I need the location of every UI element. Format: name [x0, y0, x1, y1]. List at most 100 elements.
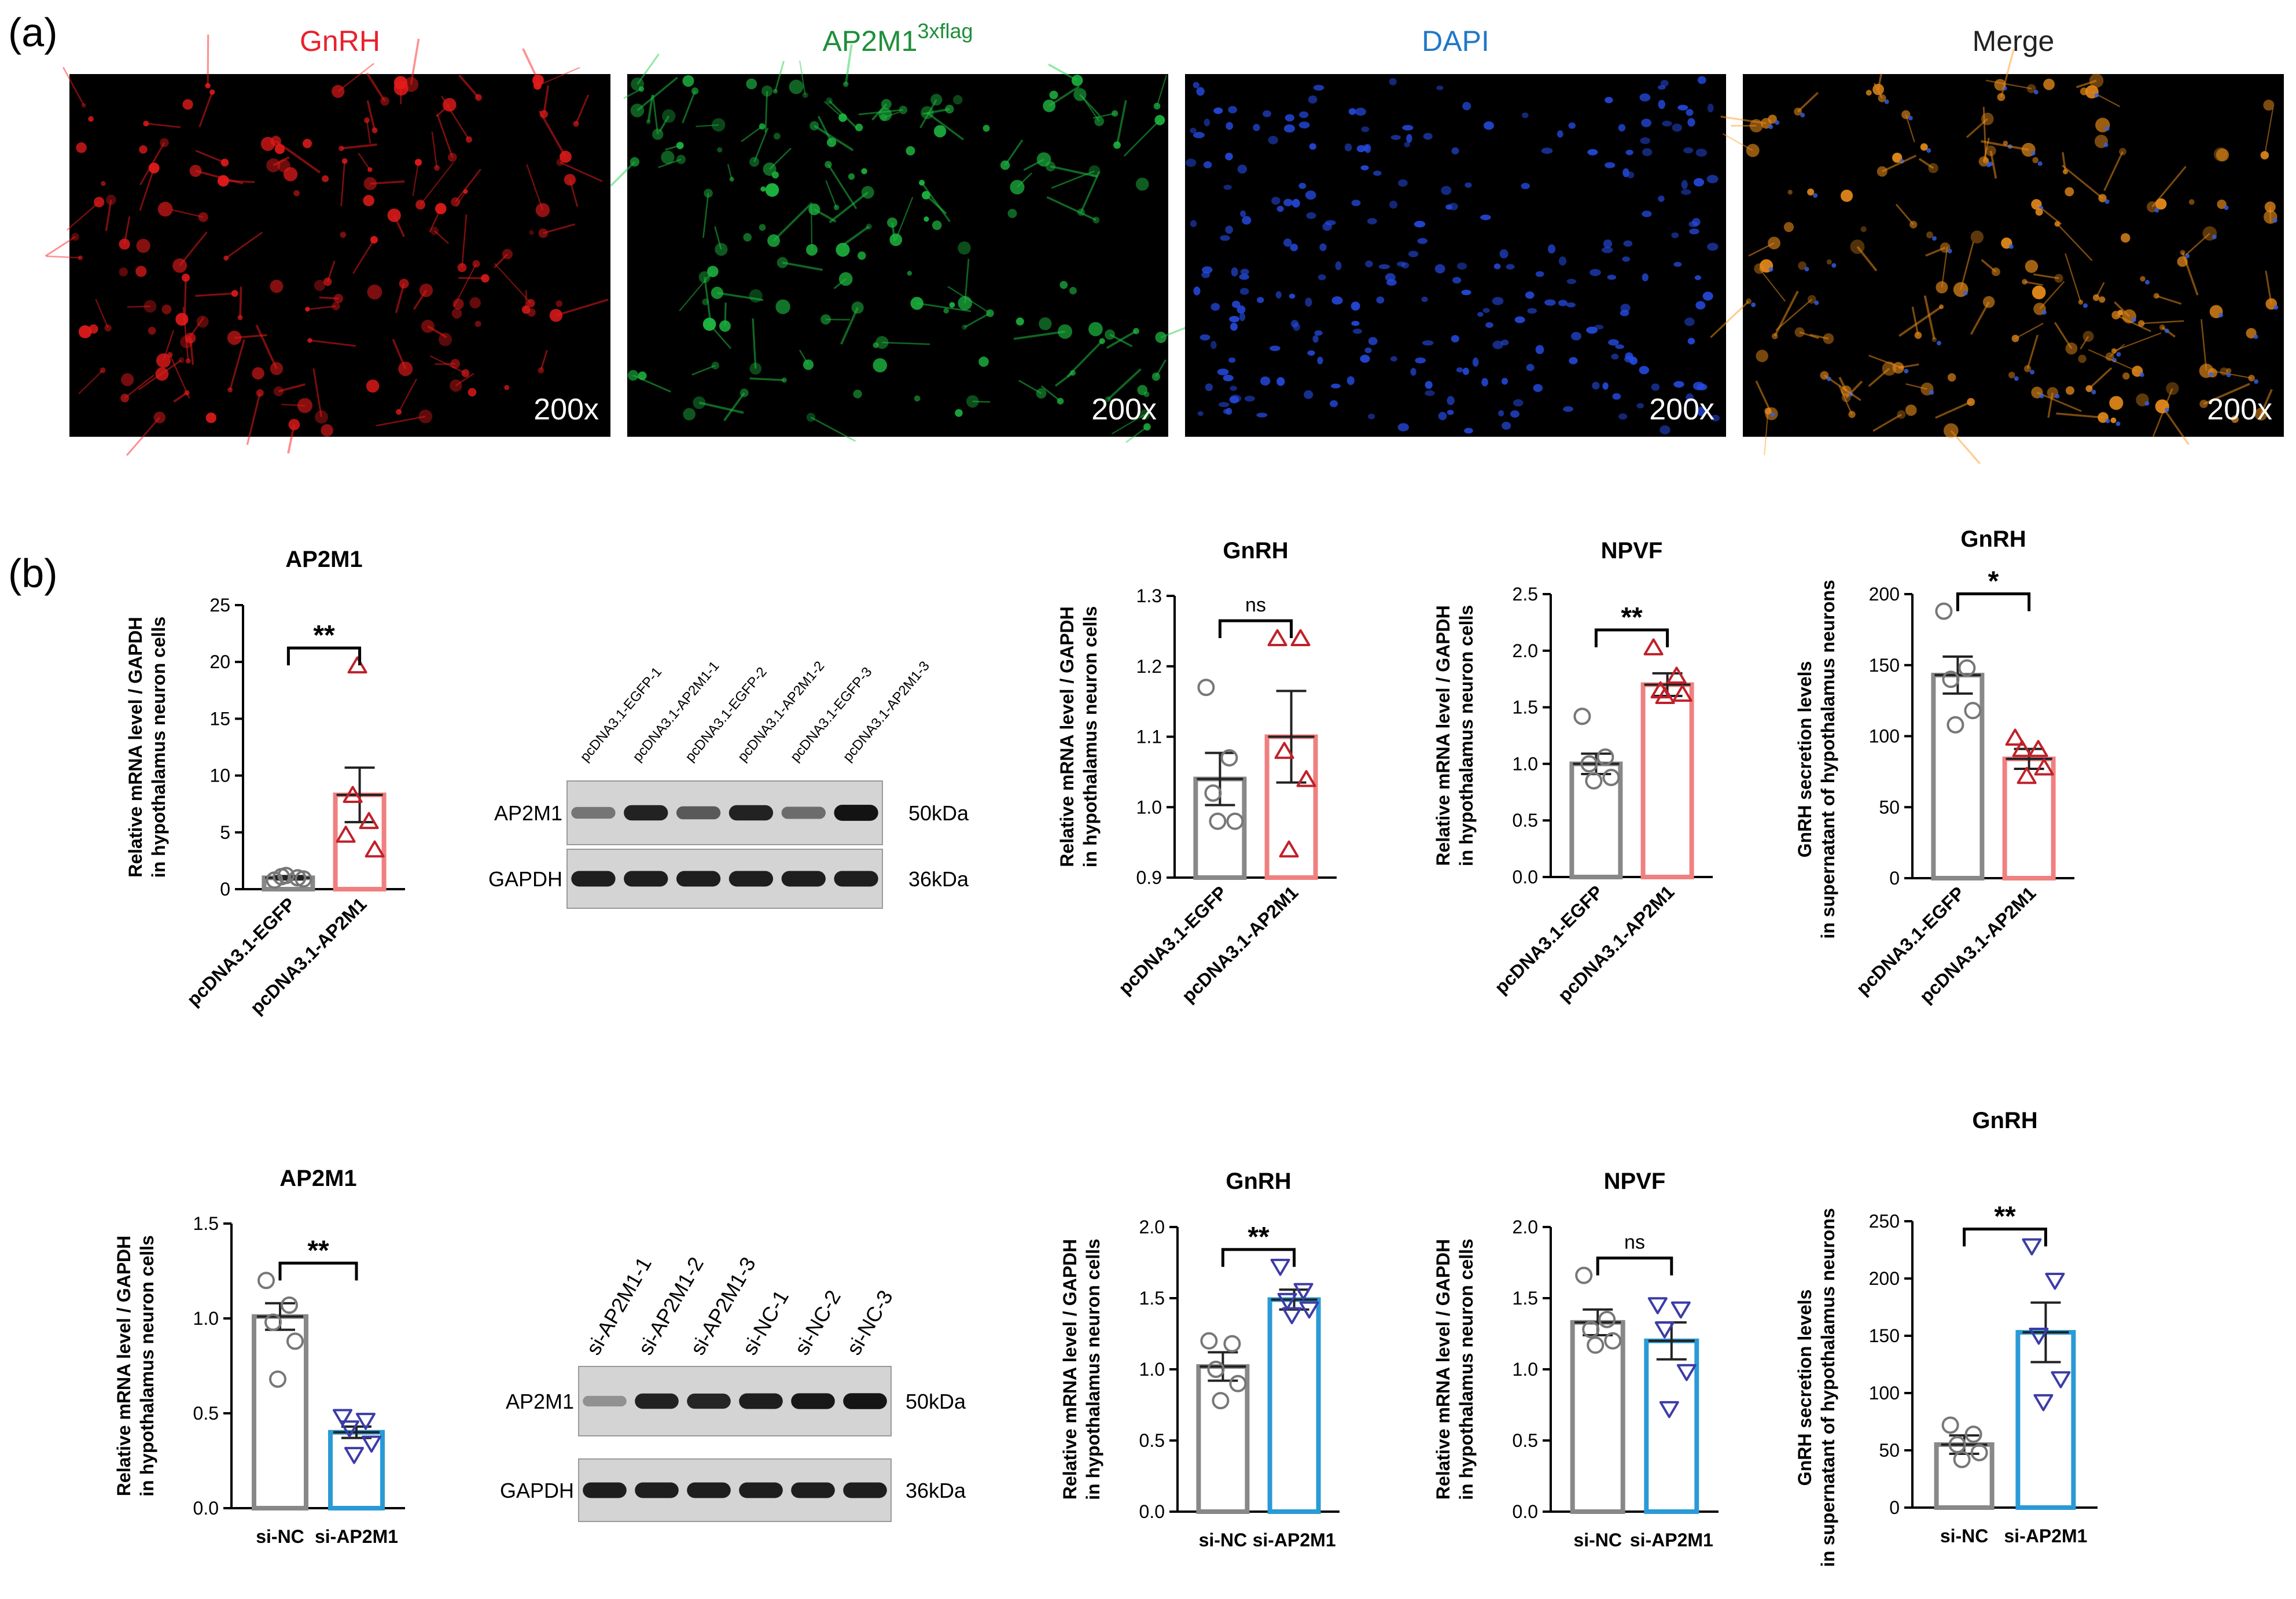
nucleus: [1364, 347, 1372, 353]
nucleus: [1677, 105, 1688, 110]
data-point: [1647, 1297, 1668, 1314]
cell-body: [853, 389, 862, 399]
blot-band: [834, 871, 878, 887]
cell-body: [2122, 372, 2130, 380]
neurite: [555, 299, 609, 316]
nucleus: [1492, 340, 1503, 349]
cell-body: [220, 159, 229, 167]
cell-body: [1909, 220, 1918, 229]
neurite: [393, 215, 406, 237]
cell-body: [559, 150, 572, 163]
neurite: [62, 67, 85, 106]
nucleus: [1641, 119, 1651, 127]
bar-chart-8: GnRH GnRH secretion levels in supernatant …: [1794, 1108, 2098, 1567]
y-tick-label: 1.2: [1136, 656, 1162, 677]
cell-body: [461, 369, 470, 377]
neurite: [195, 292, 235, 297]
nucleus: [1687, 337, 1695, 345]
cell-body: [676, 154, 686, 164]
cell-body: [682, 75, 694, 87]
cell-body: [538, 228, 548, 238]
data-point: [340, 1420, 359, 1438]
cell-body: [153, 411, 166, 423]
cell-body: [1099, 338, 1105, 344]
neurite: [2015, 323, 2044, 340]
neurite: [234, 334, 267, 339]
cell-body: [1153, 102, 1161, 110]
y-tick-label: 200: [1869, 1268, 1900, 1289]
cell-body: [2213, 147, 2228, 161]
cell-body: [698, 271, 711, 283]
cell-body: [1137, 385, 1148, 396]
nucleus: [1447, 410, 1454, 415]
neurite: [714, 226, 722, 250]
kda-label: 50kDa: [906, 1390, 966, 1413]
nucleus: [1367, 218, 1377, 224]
merge-nucleus: [1768, 124, 1773, 130]
cell-body: [2032, 285, 2046, 300]
blot-band: [728, 871, 774, 887]
neurite: [420, 162, 454, 205]
significance-marker: **: [1621, 602, 1643, 633]
neurite: [537, 67, 580, 87]
cell-body: [962, 324, 967, 330]
panel-a-label: (a): [8, 10, 58, 55]
neurite: [2115, 314, 2151, 333]
neurite: [623, 88, 642, 100]
nucleus: [1210, 341, 1217, 349]
cell-body: [157, 201, 173, 217]
channel-title: Merge: [1973, 25, 2055, 57]
nucleus: [1525, 291, 1535, 299]
cell-body: [2254, 407, 2268, 421]
nucleus: [1465, 182, 1472, 188]
nucleus: [1482, 308, 1490, 313]
nucleus: [1414, 220, 1426, 228]
y-tick-label: 2.0: [1513, 1217, 1538, 1237]
cell-body: [1939, 304, 1944, 310]
cell-body: [1860, 226, 1867, 233]
merge-nucleus: [2139, 372, 2144, 377]
neurite: [727, 164, 733, 180]
y-tick-label: 0.0: [1513, 867, 1538, 887]
cell-body: [767, 234, 780, 247]
nucleus: [1329, 400, 1338, 407]
nucleus: [1226, 121, 1234, 130]
bar-si-ap2m1: [1644, 1338, 1699, 1515]
y-tick-label: 0.0: [193, 1498, 219, 1519]
cell-body: [1991, 267, 2000, 277]
neurite: [392, 338, 407, 370]
y-tick-label: 2.0: [1139, 1217, 1165, 1237]
cell-body: [1897, 410, 1906, 419]
significance-marker: ns: [1245, 594, 1266, 616]
cell-body: [227, 387, 233, 393]
cell-body: [889, 233, 903, 246]
nucleus: [1397, 423, 1409, 432]
cell-body: [539, 110, 548, 119]
merge-nucleus: [1826, 376, 1831, 381]
neurite: [435, 104, 450, 117]
merge-nucleus: [2224, 205, 2229, 211]
nucleus: [1602, 382, 1609, 390]
data-point: [1655, 687, 1675, 705]
neurite: [455, 373, 474, 386]
merge-nucleus: [2030, 150, 2036, 156]
merge-nucleus: [2209, 371, 2214, 377]
merge-nucleus: [1929, 390, 1934, 395]
nucleus: [1477, 312, 1484, 317]
merge-nucleus: [2254, 379, 2259, 384]
nucleus: [1404, 142, 1410, 148]
data-point: [1672, 684, 1692, 702]
merge-nucleus: [1986, 163, 1991, 168]
x-tick-label: pcDNA3.1-AP2M1: [1178, 882, 1302, 1006]
neurite: [772, 202, 813, 242]
neurite: [352, 239, 375, 274]
neurite: [829, 191, 869, 223]
cell-body: [1764, 407, 1772, 415]
nucleus: [1622, 256, 1631, 262]
nucleus: [1193, 82, 1199, 89]
bar-chart-2: GnRH Relative mRNA level / GAPDH in hypoth…: [1057, 538, 1337, 1007]
cell-body: [315, 410, 329, 424]
nucleus: [1710, 415, 1720, 422]
nucleus: [1547, 244, 1556, 254]
cell-body: [1105, 329, 1116, 340]
